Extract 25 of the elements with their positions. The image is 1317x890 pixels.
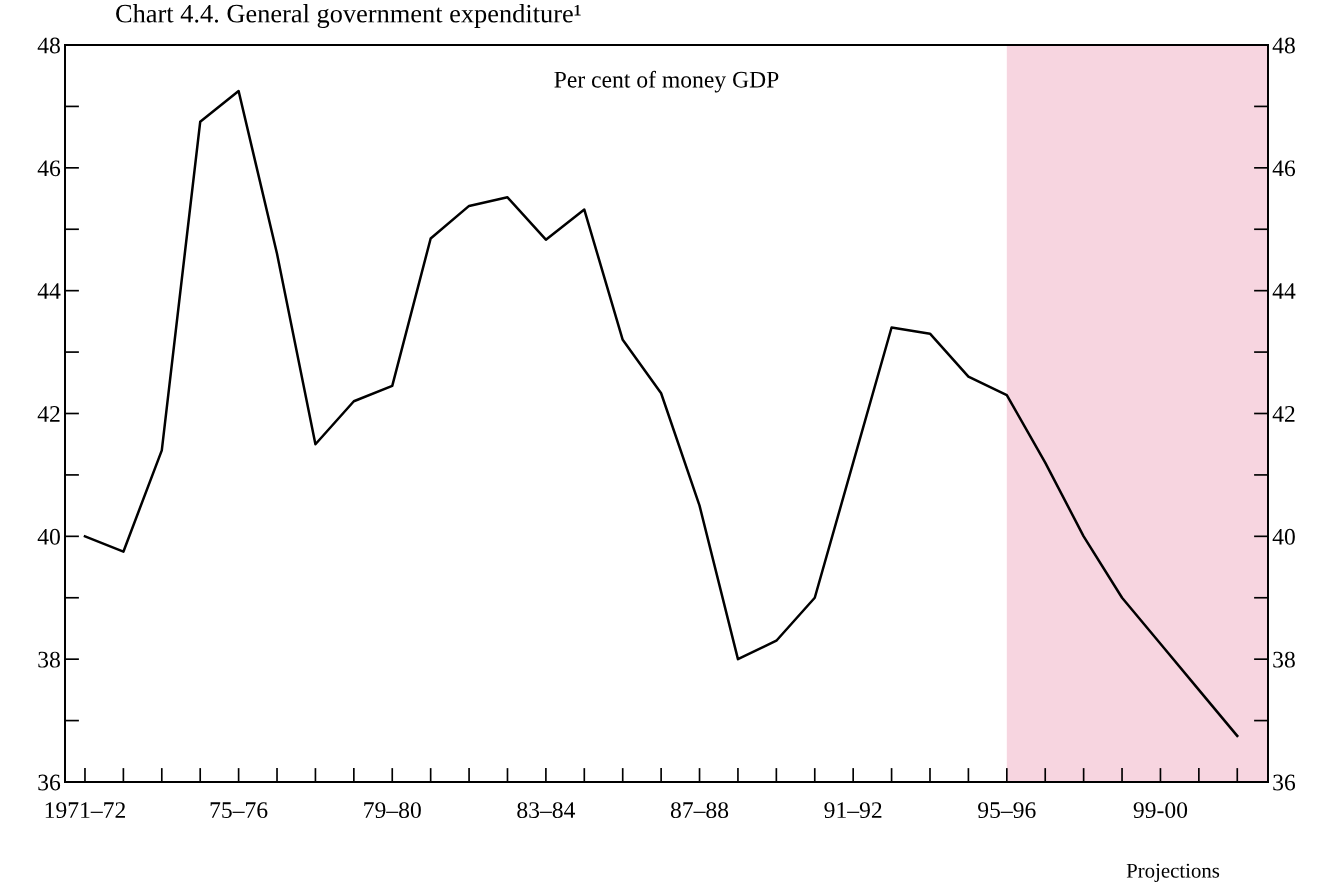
y2-tick-label: 48 xyxy=(1272,37,1295,54)
y2-tick-label: 36 xyxy=(1273,774,1296,791)
y-tick-label: 40 xyxy=(37,528,60,545)
y2-tick-label: 46 xyxy=(1272,160,1296,177)
y2-tick-label: 44 xyxy=(1272,283,1296,299)
chart-title: Chart 4.4. General government expenditure¹ xyxy=(116,4,581,29)
x-tick-label: 75–76 xyxy=(210,802,268,819)
text: Per cent of money GDP xyxy=(554,70,779,93)
y-tick-label: 42 xyxy=(37,406,60,422)
y-tick-label: 48 xyxy=(37,37,60,54)
x-tick-label: 1971–72 xyxy=(45,802,125,819)
x-tick-label: 87–88 xyxy=(670,802,729,819)
y2-tick-label: 40 xyxy=(1272,528,1295,545)
y-tick-label: 44 xyxy=(37,283,61,299)
y-tick-label: 46 xyxy=(37,160,61,177)
text: Projections xyxy=(1126,863,1220,882)
x-tick-label: 95–96 xyxy=(978,802,1036,819)
y2-tick-label: 42 xyxy=(1272,406,1295,422)
y-tick-label: 36 xyxy=(38,774,61,791)
x-tick-label: 79–80 xyxy=(364,802,421,819)
x-tick-label: 99-00 xyxy=(1133,802,1188,819)
x-tick-label: 83–84 xyxy=(517,802,576,819)
y2-tick-label: 38 xyxy=(1273,651,1295,668)
x-tick-label: 91–92 xyxy=(824,802,882,819)
y-tick-label: 38 xyxy=(38,651,60,668)
